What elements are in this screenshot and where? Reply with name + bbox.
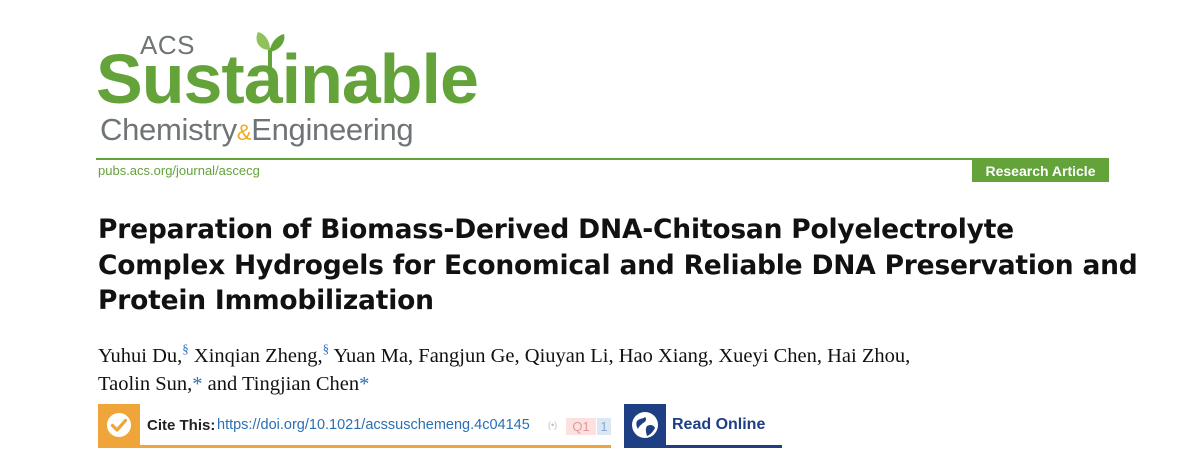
leaf-sprout-icon — [256, 32, 285, 70]
cite-this-label: Cite This: — [147, 417, 216, 434]
read-underline — [624, 445, 782, 448]
read-online-button[interactable]: Read Online — [624, 404, 782, 448]
cite-this-bar[interactable]: Cite This: https://doi.org/10.1021/acssu… — [98, 404, 611, 448]
logo-chemistry-engineering: Chemistry&Engineering — [100, 112, 414, 149]
author-list: Yuhui Du, ,§ Xinqian Zheng,§ Yuan Ma, Fa… — [98, 341, 911, 395]
logo-acs-text: ACS — [140, 30, 195, 60]
logo-chemistry-text: Chemistry — [100, 112, 237, 147]
author-affiliation-mark: § — [182, 341, 189, 356]
article-type-badge: Research Article — [972, 159, 1109, 182]
rss-mark: (•) — [548, 420, 558, 430]
logo-ampersand: & — [236, 120, 252, 145]
journal-url-link[interactable]: pubs.acs.org/journal/ascecg — [98, 163, 260, 178]
checkmark-circle-icon — [98, 404, 140, 446]
globe-icon — [624, 404, 666, 446]
author-name[interactable]: Tingjian Chen — [241, 373, 360, 395]
author-name[interactable]: Xinqian Zheng — [193, 345, 318, 367]
count-badge: 1 — [597, 418, 611, 435]
author-name[interactable]: Yuhui Du — [98, 345, 178, 367]
author-affiliation-mark: § — [322, 341, 330, 356]
read-online-label: Read Online — [672, 416, 766, 433]
corresponding-author-mark[interactable]: * — [192, 373, 203, 395]
quartile-badge: Q1 — [566, 418, 596, 435]
header-rule — [96, 158, 1109, 160]
author-name[interactable]: Taolin Sun, — [98, 373, 193, 395]
logo-sustainable-text: Sustainable — [96, 40, 479, 118]
logo-engineering-text: Engineering — [251, 112, 414, 147]
author-name-group[interactable]: Yuan Ma, Fangjun Ge, Qiuyan Li, Hao Xian… — [333, 345, 911, 367]
journal-logo: ACS Sustainable Chemistry&Engineering — [96, 30, 479, 150]
corresponding-author-mark[interactable]: * — [359, 373, 370, 395]
cite-underline — [98, 445, 611, 448]
article-title: Preparation of Biomass-Derived DNA-Chito… — [98, 214, 1138, 316]
author-separator: and — [202, 373, 242, 395]
doi-link[interactable]: https://doi.org/10.1021/acssuschemeng.4c… — [217, 417, 530, 433]
